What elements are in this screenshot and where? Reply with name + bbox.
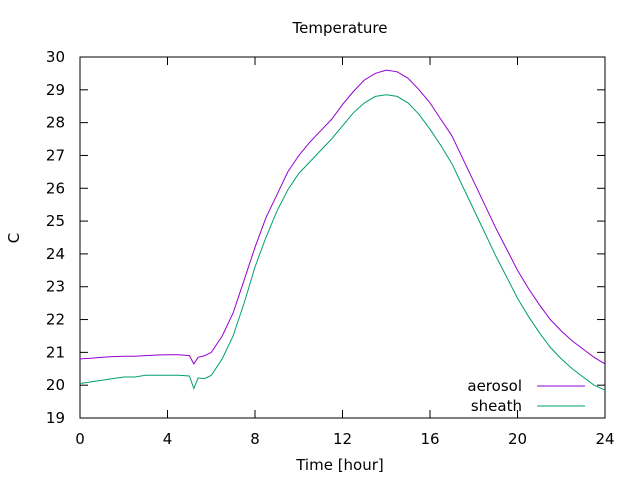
legend-label-sheath: sheath [471,397,522,415]
y-tick-label: 22 [46,311,65,329]
series-line-aerosol [79,69,606,365]
legend: aerosol sheath [467,377,585,415]
x-axis-label: Time [hour] [295,456,384,474]
x-tick-label: 16 [420,430,439,448]
x-tick-label: 24 [595,430,614,448]
y-tick-label: 30 [46,48,65,66]
plot-border [79,56,606,419]
x-tick-label: 20 [508,430,527,448]
y-axis: 19 20 21 22 23 24 25 26 27 28 29 30 [46,48,605,427]
y-tick-label: 27 [46,146,65,164]
y-tick-label: 29 [46,81,65,99]
x-tick-label: 12 [333,430,352,448]
y-tick-label: 20 [46,376,65,394]
y-tick-label: 26 [46,179,65,197]
plot-frame [79,56,606,419]
y-tick-label: 23 [46,278,65,296]
y-tick-label: 25 [46,212,65,230]
x-tick-label: 8 [250,430,260,448]
chart-title: Temperature [291,19,387,37]
legend-label-aerosol: aerosol [467,377,522,395]
y-tick-label: 19 [46,409,65,427]
y-tick-label: 28 [46,114,65,132]
series-line-sheath [79,94,606,391]
y-tick-label: 24 [46,245,65,263]
x-tick-label: 4 [163,430,173,448]
x-tick-label: 0 [75,430,85,448]
y-tick-label: 21 [46,343,65,361]
x-axis: 0 4 8 12 16 20 24 [75,57,615,448]
y-axis-label: C [5,233,23,243]
series-layer [79,69,606,391]
